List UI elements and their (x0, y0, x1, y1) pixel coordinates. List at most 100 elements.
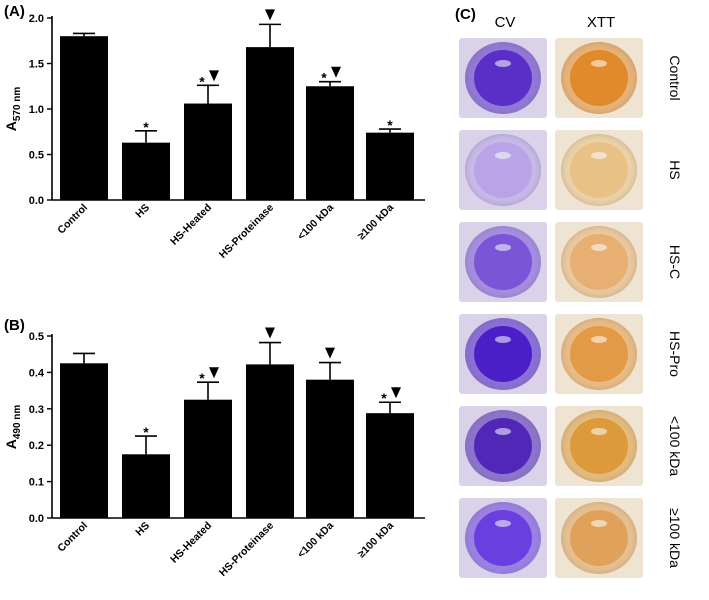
well-cv-image (459, 130, 547, 210)
chart-b-star-marker: * (199, 370, 205, 386)
chart-b-bar (366, 413, 414, 518)
well-xtt-image (555, 130, 643, 210)
well-highlight (591, 244, 607, 251)
chart-b-triangle-marker (265, 327, 275, 339)
well-highlight (591, 60, 607, 67)
chart-b-category-label: HS-Heated (168, 520, 214, 566)
chart-a-bar (184, 103, 232, 200)
well-row-label: Control (655, 38, 695, 118)
chart-a-triangle-marker (209, 70, 219, 82)
well-row-label-text: ≥100 kDa (667, 508, 683, 568)
chart-b-panel-label: (B) (4, 317, 25, 334)
chart-b-ytick-label: 0.0 (29, 513, 44, 525)
well-xtt-image (555, 498, 643, 578)
well-liquid (570, 418, 628, 474)
chart-b-category-label: Control (55, 520, 90, 555)
well-row-label-text: HS (667, 160, 683, 180)
column-header-xtt: XTT (586, 14, 616, 31)
well-liquid (474, 234, 532, 290)
well-highlight (495, 336, 511, 343)
well-cv-image (459, 314, 547, 394)
chart-a-y-axis-label-sub: 570 nm (12, 87, 23, 122)
well-liquid (474, 142, 532, 198)
chart-b-category-label: ≥100 kDa (355, 520, 396, 561)
well-row: Control (459, 38, 709, 118)
chart-b-triangle-marker (209, 367, 219, 379)
chart-a-star-marker: * (143, 119, 149, 135)
chart-a-triangle-marker (331, 66, 341, 78)
chart-a-category-label: HS-Proteinase (217, 202, 276, 261)
chart-b-triangle-marker (325, 347, 335, 359)
chart-a-bar (60, 36, 108, 201)
well-liquid (570, 234, 628, 290)
well-row-label: HS (655, 130, 695, 210)
chart-b-ytick-label: 0.5 (29, 331, 44, 343)
chart-a-ytick-label: 0.5 (29, 150, 44, 162)
well-highlight (495, 60, 511, 67)
chart-b-y-axis-label-sub: 490 nm (12, 405, 23, 440)
chart-a-category-label: HS (133, 202, 152, 221)
chart-b-category-label: HS-Proteinase (217, 520, 276, 579)
well-row-label-text: HS-C (667, 244, 683, 280)
chart-a-star-marker: * (199, 73, 205, 89)
well-row: ≥100 kDa (459, 498, 709, 578)
chart-b-ytick-label: 0.2 (29, 440, 44, 452)
chart-a-y-axis-label: A570 nm (3, 87, 23, 132)
well-row: HS-C (459, 222, 709, 302)
well-highlight (495, 520, 511, 527)
well-cv-image (459, 498, 547, 578)
chart-a-ytick-label: 1.5 (29, 59, 44, 71)
well-liquid (570, 510, 628, 566)
chart-a-star-marker: * (321, 70, 327, 86)
well-row-label-text: HS-Pro (667, 331, 683, 377)
chart-b-ytick-label: 0.1 (29, 477, 44, 489)
chart-b-ytick-label: 0.4 (29, 367, 45, 379)
well-liquid (474, 326, 532, 382)
panel-c-label: (C) (455, 6, 476, 23)
chart-a-category-label: ≥100 kDa (355, 202, 396, 243)
chart-a-category-label: <100 kDa (295, 202, 336, 243)
well-highlight (591, 520, 607, 527)
chart-a-bar (122, 142, 170, 200)
chart-b-star-marker: * (381, 390, 387, 406)
well-liquid (474, 510, 532, 566)
well-liquid (570, 326, 628, 382)
chart-a-ytick-label: 0.0 (29, 195, 44, 207)
chart-a-category-label: HS-Heated (168, 202, 214, 248)
chart-a-ytick-label: 2.0 (29, 13, 44, 25)
chart-b-bar (122, 454, 170, 518)
well-row: HS (459, 130, 709, 210)
well-highlight (591, 152, 607, 159)
well-cv-image (459, 222, 547, 302)
panel-c-well-images: (C) CV XTT Control HS HS-C HS-Pro <100 kDa ≥1… (445, 0, 709, 600)
well-row-label: HS-Pro (655, 314, 695, 394)
well-liquid (474, 418, 532, 474)
chart-b-bar (184, 399, 232, 518)
well-row-label-text: Control (667, 55, 683, 101)
chart-b-y-axis-label: A490 nm (3, 405, 23, 450)
well-row-label: <100 kDa (655, 406, 695, 486)
well-highlight (495, 428, 511, 435)
well-highlight (591, 336, 607, 343)
well-xtt-image (555, 38, 643, 118)
well-liquid (570, 50, 628, 106)
chart-b-bar (306, 379, 354, 518)
well-xtt-image (555, 222, 643, 302)
chart-b-triangle-marker (391, 387, 401, 399)
chart-a-category-label: Control (55, 202, 90, 237)
well-liquid (474, 50, 532, 106)
chart-b-category-label: <100 kDa (295, 520, 336, 561)
well-row-label: ≥100 kDa (655, 498, 695, 578)
well-row-label: HS-C (655, 222, 695, 302)
chart-a-triangle-marker (265, 9, 275, 21)
chart-a-ytick-label: 1.0 (29, 104, 44, 116)
well-row: <100 kDa (459, 406, 709, 486)
well-cv-image (459, 406, 547, 486)
well-highlight (495, 244, 511, 251)
chart-a-y-axis-label-main: A (3, 121, 19, 131)
well-cv-image (459, 38, 547, 118)
column-header-cv: CV (494, 14, 516, 31)
chart-a-star-marker: * (387, 117, 393, 133)
chart-b-ytick-label: 0.3 (29, 404, 44, 416)
